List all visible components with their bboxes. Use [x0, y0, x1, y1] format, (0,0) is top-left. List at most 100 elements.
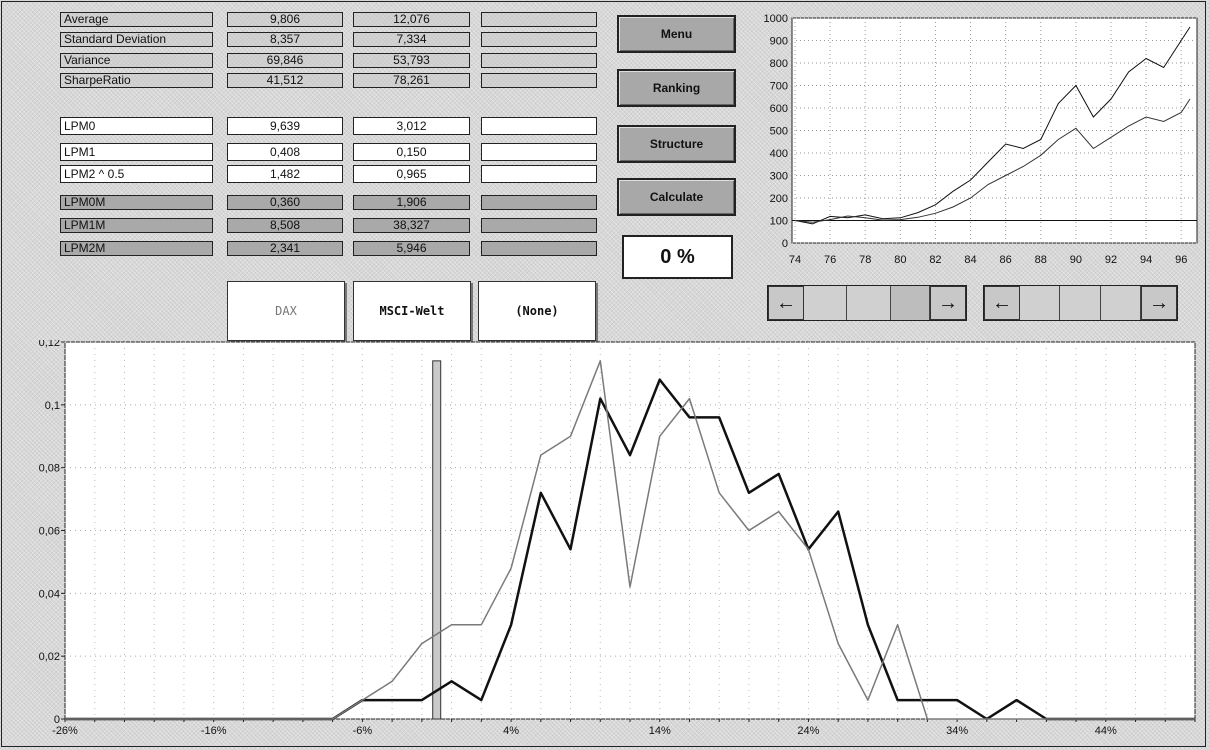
- y-tick-label: 700: [770, 81, 788, 93]
- stat-value-none: [481, 53, 597, 68]
- y-tick-label: 0,04: [39, 588, 60, 600]
- return-marker-bar: [432, 360, 442, 720]
- y-tick-label: 400: [770, 148, 788, 160]
- y-tick-label: 0,02: [39, 651, 60, 663]
- x-tick-label: -26%: [52, 725, 78, 737]
- x-tick-label: 84: [964, 254, 976, 266]
- scroll-track[interactable]: [1020, 286, 1141, 320]
- stat-value-dax: 8,508: [227, 218, 343, 233]
- y-tick-label: 0: [54, 714, 60, 726]
- progress-display: 0 %: [622, 235, 733, 279]
- calculate-button[interactable]: Calculate: [617, 178, 736, 216]
- x-tick-label: 80: [894, 254, 906, 266]
- stat-value-none: [481, 73, 597, 88]
- x-tick-label: 90: [1070, 254, 1082, 266]
- stat-value-none: [481, 12, 597, 27]
- stat-value-none: [481, 241, 597, 256]
- stat-value-dax: 0,408: [227, 143, 343, 161]
- stat-value-dax: 41,512: [227, 73, 343, 88]
- x-tick-label: 4%: [503, 725, 519, 737]
- series-line: [794, 98, 1191, 223]
- stat-value-msci: 3,012: [353, 117, 470, 135]
- y-tick-label: 200: [770, 193, 788, 205]
- x-tick-label: 88: [1035, 254, 1047, 266]
- x-tick-label: 96: [1175, 254, 1187, 266]
- stat-value-msci: 12,076: [353, 12, 470, 27]
- y-tick-label: 500: [770, 126, 788, 138]
- y-tick-label: 0,1: [45, 400, 60, 412]
- x-tick-label: 74: [789, 254, 801, 266]
- y-tick-label: 800: [770, 58, 788, 70]
- stat-label: Variance: [60, 53, 213, 68]
- stat-label: Average: [60, 12, 213, 27]
- left-scrollbar[interactable]: ← →: [767, 285, 967, 321]
- stat-value-msci: 7,334: [353, 32, 470, 47]
- stat-label: LPM2M: [60, 241, 213, 256]
- stat-value-none: [481, 117, 597, 135]
- x-tick-label: 94: [1140, 254, 1152, 266]
- arrow-right-icon[interactable]: →: [930, 286, 966, 320]
- stat-value-dax: 9,639: [227, 117, 343, 135]
- arrow-right-icon[interactable]: →: [1141, 286, 1177, 320]
- x-tick-label: 34%: [946, 725, 968, 737]
- y-tick-label: 300: [770, 171, 788, 183]
- x-tick-label: 14%: [649, 725, 671, 737]
- y-tick-label: 0: [782, 238, 788, 250]
- stat-value-dax: 8,357: [227, 32, 343, 47]
- stat-label: LPM0M: [60, 195, 213, 210]
- stat-value-dax: 1,482: [227, 165, 343, 183]
- stat-value-none: [481, 32, 597, 47]
- x-tick-label: -16%: [201, 725, 227, 737]
- stat-value-none: [481, 195, 597, 210]
- x-tick-label: -6%: [353, 725, 373, 737]
- msci-welt-button[interactable]: MSCI-Welt: [353, 281, 471, 341]
- x-tick-label: 92: [1105, 254, 1117, 266]
- ranking-button[interactable]: Ranking: [617, 69, 736, 107]
- stat-label: LPM2 ^ 0.5: [60, 165, 213, 183]
- stat-value-dax: 69,846: [227, 53, 343, 68]
- x-tick-label: 86: [1000, 254, 1012, 266]
- x-tick-label: 44%: [1095, 725, 1117, 737]
- plot-area: [791, 17, 1198, 244]
- menu-button[interactable]: Menu: [617, 15, 736, 53]
- dax-button[interactable]: DAX: [227, 281, 345, 341]
- stat-label: LPM1M: [60, 218, 213, 233]
- stat-value-msci: 0,965: [353, 165, 470, 183]
- y-tick-label: 600: [770, 103, 788, 115]
- arrow-left-icon[interactable]: ←: [984, 286, 1020, 320]
- stat-value-none: [481, 165, 597, 183]
- series-line: [65, 378, 1195, 721]
- stat-value-msci: 5,946: [353, 241, 470, 256]
- stat-value-dax: 2,341: [227, 241, 343, 256]
- x-tick-label: 78: [859, 254, 871, 266]
- y-tick-label: 100: [770, 216, 788, 228]
- scroll-track[interactable]: [804, 286, 930, 320]
- stat-label: SharpeRatio: [60, 73, 213, 88]
- stat-label: LPM1: [60, 143, 213, 161]
- stat-value-msci: 1,906: [353, 195, 470, 210]
- stat-value-msci: 0,150: [353, 143, 470, 161]
- stat-label: Standard Deviation: [60, 32, 213, 47]
- y-tick-label: 0,06: [39, 526, 60, 538]
- y-tick-label: 1000: [764, 13, 788, 25]
- stat-value-dax: 9,806: [227, 12, 343, 27]
- return-distribution-chart: 0,12 0,1 0,08 0,06 0,04 0,02 0-26% -16% -6% 4% 14%…: [39, 340, 1196, 737]
- x-tick-label: 24%: [797, 725, 819, 737]
- stat-value-msci: 53,793: [353, 53, 470, 68]
- stat-value-none: [481, 218, 597, 233]
- none-button[interactable]: (None): [478, 281, 596, 341]
- stat-value-msci: 78,261: [353, 73, 470, 88]
- x-tick-label: 76: [824, 254, 836, 266]
- stat-value-dax: 0,360: [227, 195, 343, 210]
- arrow-left-icon[interactable]: ←: [768, 286, 804, 320]
- stat-value-msci: 38,327: [353, 218, 470, 233]
- series-line: [65, 360, 1195, 720]
- y-tick-label: 0,12: [39, 340, 60, 349]
- right-scrollbar[interactable]: ← →: [983, 285, 1178, 321]
- series-line: [794, 26, 1191, 225]
- x-tick-label: 82: [929, 254, 941, 266]
- y-tick-label: 0,08: [39, 463, 60, 475]
- stat-label: LPM0: [60, 117, 213, 135]
- structure-button[interactable]: Structure: [617, 125, 736, 163]
